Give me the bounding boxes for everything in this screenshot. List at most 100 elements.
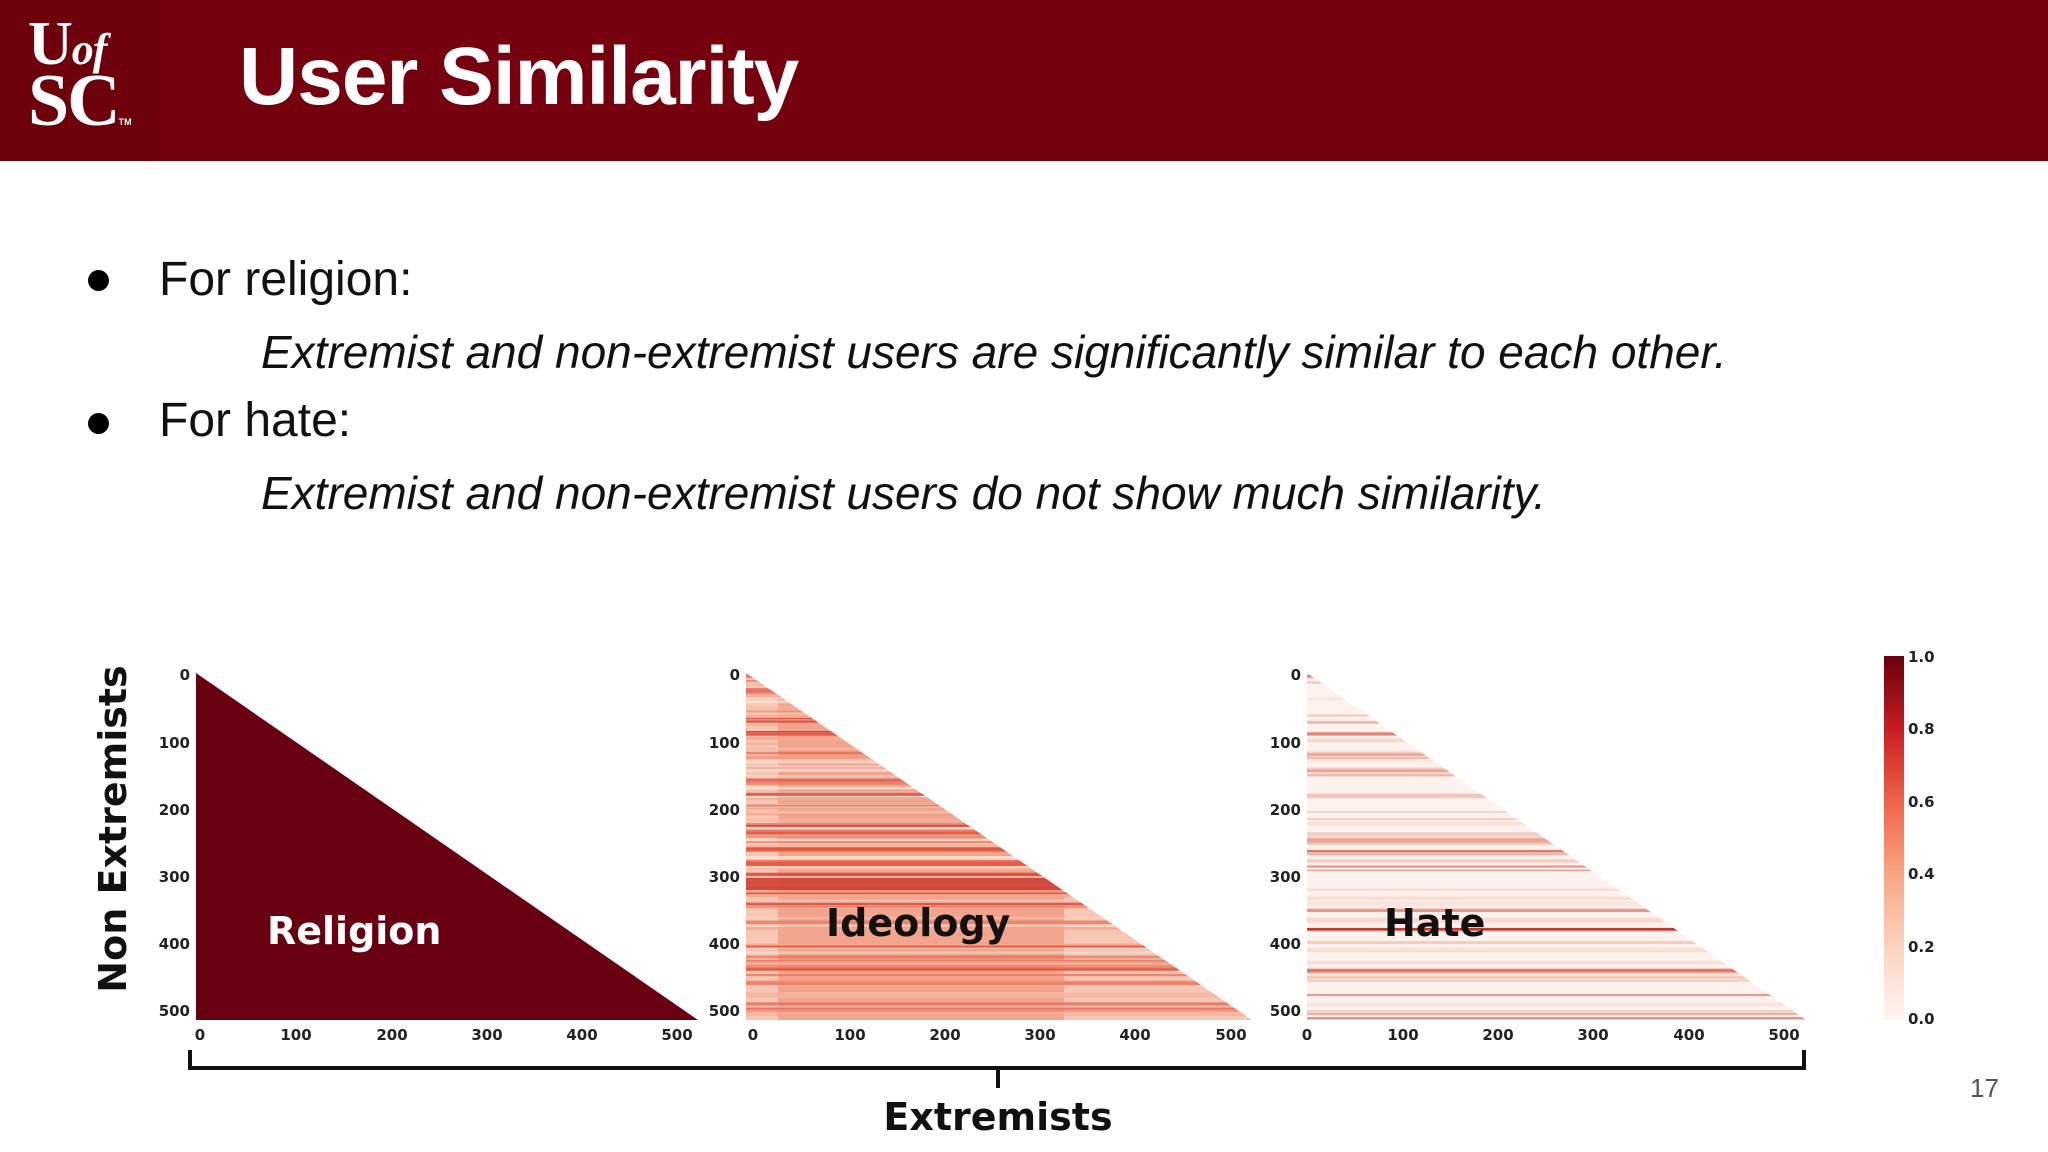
ideology-stripe [746, 894, 1252, 897]
hate-stripe [1307, 832, 1806, 837]
hate-stripe [1307, 1002, 1806, 1006]
x-tick-label: 500 [1768, 1026, 1799, 1044]
ideology-stripe [746, 866, 1252, 869]
bullet-dot-1 [88, 270, 109, 291]
hate-stripe [1307, 975, 1806, 980]
ideology-stripe [746, 731, 1252, 732]
hate-stripe [1307, 750, 1806, 753]
x-tick-label: 200 [376, 1026, 407, 1044]
colorbar-tick-label: 0.4 [1908, 865, 1935, 883]
ideology-stripe [746, 689, 1252, 692]
ideology-stripe [746, 1004, 1252, 1007]
ideology-stripe [746, 1012, 1252, 1016]
ideology-stripe [746, 690, 1252, 693]
hate-stripe [1307, 993, 1806, 997]
heatmap-ideology [746, 673, 1252, 1020]
ideology-stripe [746, 717, 1252, 721]
y-tick-label: 500 [159, 1002, 190, 1020]
hate-stripe [1307, 908, 1806, 913]
y-tick-label: 0 [730, 666, 740, 684]
hate-stripe [1307, 697, 1806, 700]
colorbar-tick-label: 0.8 [1908, 720, 1935, 738]
hate-stripe [1307, 1011, 1806, 1013]
university-logo: Uof SCTM [0, 0, 157, 161]
ideology-stripe [746, 747, 1252, 750]
y-tick-label: 0 [180, 666, 190, 684]
hate-stripe [1307, 753, 1806, 756]
ideology-stripe [746, 688, 1252, 692]
ideology-stripe [746, 844, 1252, 846]
hate-stripe [1307, 817, 1806, 821]
hate-stripe [1307, 674, 1806, 678]
ideology-stripe [746, 982, 1252, 986]
hate-stripe [1307, 949, 1806, 953]
ideology-stripe [746, 848, 1252, 852]
ideology-stripe [746, 719, 1252, 723]
bullet-label-hate: For hate: [159, 394, 352, 447]
x-ticks-hate: 0 100 200 300 400 500 [1302, 1026, 1800, 1044]
hate-stripe [1307, 859, 1806, 863]
y-tick-label: 100 [1270, 734, 1301, 752]
y-ticks-religion: 0 100 200 300 400 500 [159, 666, 190, 1020]
ideology-stripe [746, 714, 1252, 718]
hate-stripe [1307, 980, 1806, 982]
hate-stripe [1307, 1010, 1806, 1012]
ideology-stripe [746, 943, 1252, 947]
ideology-stripe [746, 856, 1252, 860]
ideology-stripe [746, 906, 1252, 909]
ideology-stripe [746, 892, 1252, 894]
colorbar-tick-label: 0.2 [1908, 938, 1935, 956]
ideology-stripe [746, 674, 1252, 679]
ideology-stripe [746, 947, 1252, 949]
x-tick-label: 400 [1673, 1026, 1704, 1044]
hate-stripe [1307, 968, 1806, 972]
y-tick-label: 400 [159, 935, 190, 953]
ideology-stripe [746, 955, 1252, 959]
ideology-stripe [746, 841, 1252, 843]
page-number: 17 [1970, 1073, 1999, 1103]
hate-dark-line [1307, 928, 1677, 930]
ideology-stripe [746, 826, 1252, 830]
hate-stripe [1307, 732, 1806, 736]
colorbar-tick-label: 0.0 [1908, 1010, 1935, 1028]
bullet-detail-hate: Extremist and non-extremist users do not… [261, 467, 1547, 519]
x-tick-label: 300 [1024, 1026, 1055, 1044]
ideology-stripe [746, 714, 1252, 718]
hate-stripe [1307, 767, 1806, 772]
x-tick-label: 200 [1482, 1026, 1513, 1044]
ideology-stripe [746, 974, 1252, 977]
x-tick-label: 300 [1577, 1026, 1608, 1044]
hate-stripe [1307, 889, 1806, 891]
y-tick-label: 300 [709, 868, 740, 886]
bullet-dot-2 [88, 413, 109, 434]
y-tick-label: 500 [709, 1002, 740, 1020]
ideology-stripe [746, 967, 1252, 971]
hate-stripe [1307, 940, 1806, 945]
ideology-stripe [746, 695, 1252, 698]
x-tick-label: 100 [280, 1026, 311, 1044]
bullet-detail-religion: Extremist and non-extremist users are si… [261, 326, 1727, 378]
ideology-stripe [746, 697, 1252, 699]
hate-stripe [1307, 758, 1806, 762]
ideology-stripe [746, 845, 1252, 849]
x-tick-label: 100 [834, 1026, 865, 1044]
ideology-stripe [746, 835, 1252, 839]
hate-stripe [1307, 1012, 1806, 1015]
ideology-stripe [746, 917, 1252, 919]
ideology-stripe [746, 699, 1252, 704]
hate-stripe [1307, 842, 1806, 845]
hate-stripe [1307, 853, 1806, 856]
ideology-stripe [746, 821, 1252, 825]
hate-stripe [1307, 865, 1806, 868]
hate-stripe [1307, 838, 1806, 843]
ideology-stripe [746, 781, 1252, 785]
ideology-stripe [746, 945, 1252, 948]
ideology-stripe [746, 818, 1252, 822]
y-tick-label: 500 [1270, 1002, 1301, 1020]
x-axis-bracket [188, 1050, 1806, 1088]
hate-stripe [1307, 896, 1806, 901]
ideology-stripe [746, 732, 1252, 736]
hate-stripe [1307, 961, 1806, 965]
y-ticks-hate: 0 100 200 300 400 500 [1270, 666, 1301, 1020]
hate-stripe [1307, 738, 1806, 743]
